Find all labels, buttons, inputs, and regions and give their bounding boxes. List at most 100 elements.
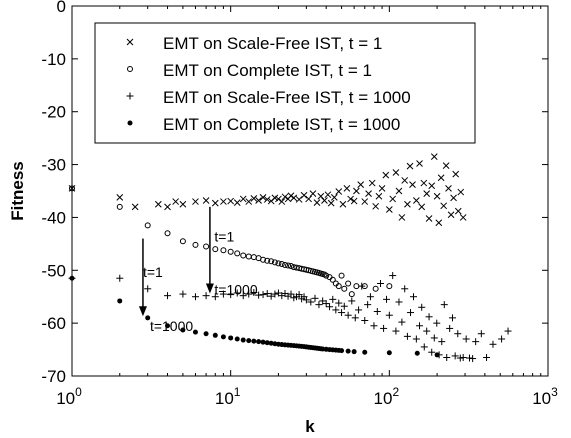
data-layer [68,153,512,363]
data-point [240,337,246,343]
x-tick-label: 100 [56,385,82,408]
legend-marker [126,92,134,100]
data-point [212,246,219,253]
y-tick-label: -50 [41,261,66,280]
data-point [430,153,438,160]
data-point [457,188,465,196]
data-point [212,332,218,338]
data-point [345,280,352,287]
data-point [164,292,172,300]
data-point [428,182,436,190]
data-point [420,343,428,351]
data-point [372,285,379,292]
data-point [406,162,414,170]
data-point [330,193,338,201]
data-point [234,336,240,342]
data-point [228,335,234,341]
y-tick-label: -70 [41,367,66,386]
data-point [434,352,440,358]
y-tick-label: -10 [41,50,66,69]
data-point [239,195,247,203]
data-point [278,260,285,267]
data-point [268,258,275,265]
legend-entry: EMT on Scale-Free IST, t = 1000 [163,88,411,107]
x-tick-label: 101 [215,385,241,408]
data-point [365,190,372,197]
data-point [343,185,351,192]
data-point [164,230,171,237]
y-axis-title: Fitness [8,161,27,221]
data-point [211,199,219,207]
data-point [428,348,436,356]
data-point [145,315,151,321]
data-point [271,290,279,298]
data-point [315,301,323,309]
data-point [409,181,416,189]
data-point [373,308,381,316]
data-point [329,276,336,283]
data-point [395,187,403,195]
data-point [144,285,152,293]
y-tick-label: -30 [41,156,66,175]
data-point [309,190,317,197]
data-point [179,200,187,208]
data-point [358,282,366,290]
data-point [255,291,263,299]
data-point [403,332,411,340]
data-point [192,329,198,335]
data-point [401,177,409,184]
data-point [418,203,426,211]
data-point [326,303,334,311]
data-point [348,291,355,298]
data-point [372,202,380,210]
x-axis-title: k [305,417,315,436]
data-point [220,247,227,254]
data-point [385,311,393,319]
data-point [220,198,227,205]
data-point [392,169,400,176]
data-point [353,187,360,195]
data-point [347,195,354,203]
data-point [395,298,403,306]
data-point [287,290,295,298]
data-point [452,170,460,178]
data-point [245,290,253,298]
legend-entry: EMT on Scale-Free IST, t = 1 [163,34,382,53]
data-point [117,298,123,304]
data-point [401,285,409,293]
series-3 [68,272,512,363]
data-point [414,350,420,356]
data-point [202,197,210,204]
data-point [389,272,397,280]
data-point [423,190,431,197]
legend-marker [127,120,133,126]
data-point [366,293,374,301]
data-point [425,313,433,321]
data-point [420,179,428,187]
annotation-label: t=1000 [214,281,257,297]
data-point [341,285,348,292]
data-point [409,293,417,301]
data-point [443,354,451,361]
data-point [472,338,480,346]
data-point [498,335,506,343]
data-point [233,289,241,297]
data-point [339,200,347,208]
data-point [351,349,357,355]
data-point [459,214,467,221]
data-point [345,348,351,354]
data-point [398,318,406,326]
data-point [407,309,415,317]
data-point [275,260,282,267]
data-point [351,314,359,322]
data-point [459,354,467,361]
data-point [412,335,420,343]
data-point [220,334,226,340]
data-point [446,324,454,332]
data-point [357,181,365,189]
data-point [250,288,258,296]
data-point [355,306,363,314]
legend-entry: EMT on Complete IST, t = 1000 [163,115,400,134]
data-point [311,294,319,302]
